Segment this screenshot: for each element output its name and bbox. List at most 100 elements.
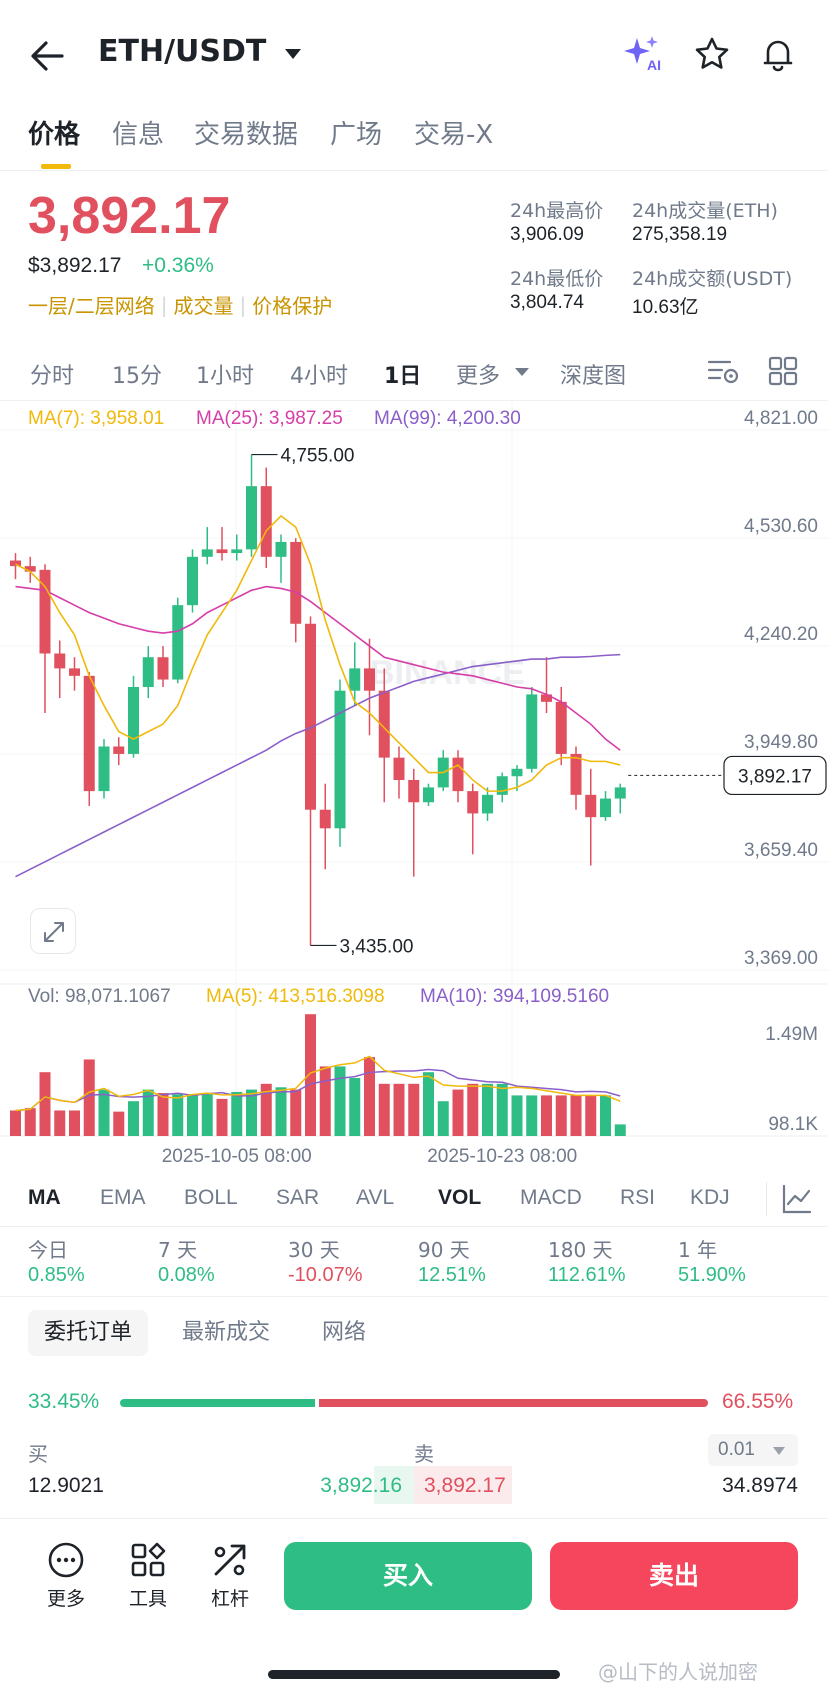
candle-body <box>349 668 361 691</box>
volume-usdt-value: 10.63亿 <box>632 297 699 318</box>
candle <box>275 534 287 583</box>
volume-bar <box>526 1095 538 1136</box>
tag-layer-network[interactable]: 一层/二层网络 <box>28 294 155 318</box>
candle <box>98 739 110 799</box>
indicator-ema[interactable]: EMA <box>100 1186 146 1209</box>
grid-layout-icon[interactable] <box>768 356 798 386</box>
perf-label-7d: 7 天 <box>158 1238 198 1262</box>
ai-sparkle-icon[interactable]: AI <box>622 34 666 74</box>
tag-price-protection[interactable]: 价格保护 <box>252 294 333 318</box>
candles <box>10 454 626 946</box>
tab-info[interactable]: 信息 <box>112 120 165 150</box>
volume-bar <box>585 1095 597 1136</box>
high-value: 3,906.09 <box>510 224 584 245</box>
tab-latest-trades[interactable]: 最新成交 <box>182 1320 271 1345</box>
perf-label-today: 今日 <box>28 1238 68 1262</box>
ask-quantity: 34.8974 <box>722 1474 798 1497</box>
indicator-boll[interactable]: BOLL <box>184 1186 238 1209</box>
volume-usdt-label: 24h成交额(USDT) <box>632 268 793 290</box>
tab-trade-x[interactable]: 交易-X <box>414 120 494 150</box>
sell-button[interactable]: 卖出 <box>550 1542 798 1610</box>
tab-trading-data[interactable]: 交易数据 <box>194 120 299 150</box>
volume-bar <box>113 1111 125 1136</box>
indicator-chart-icon[interactable] <box>780 1182 814 1216</box>
back-arrow-icon[interactable] <box>28 38 68 74</box>
candle <box>201 527 213 565</box>
more-label[interactable]: 更多 <box>46 1588 85 1610</box>
indicator-vol[interactable]: VOL <box>438 1186 482 1209</box>
volume-ma5-legend: MA(5): 413,516.3098 <box>206 986 385 1007</box>
candle-body <box>319 809 331 829</box>
indicator-ma[interactable]: MA <box>28 1186 61 1209</box>
ma25-legend: MA(25): 3,987.25 <box>196 408 343 429</box>
order-book-row[interactable]: 12.9021 3,892.16 3,892.17 34.8974 <box>0 1466 828 1504</box>
volume-bar <box>290 1089 302 1136</box>
price-tags: 一层/二层网络 | 成交量 | 价格保护 <box>28 290 332 319</box>
volume-bar <box>408 1083 420 1136</box>
ask-price: 3,892.17 <box>424 1474 506 1497</box>
more-dots-icon[interactable] <box>46 1540 86 1580</box>
interval-4h[interactable]: 4小时 <box>290 364 348 389</box>
candle <box>69 657 80 691</box>
volume-bar <box>187 1094 198 1136</box>
tools-icon[interactable] <box>128 1540 168 1580</box>
caret-down-icon[interactable] <box>514 366 530 378</box>
caret-down-icon[interactable] <box>282 44 304 64</box>
tag-volume[interactable]: 成交量 <box>173 294 234 318</box>
volume-bar <box>128 1101 139 1136</box>
tab-square[interactable]: 广场 <box>330 120 383 150</box>
bid-depth-bar <box>374 1466 414 1504</box>
home-indicator[interactable] <box>268 1670 560 1679</box>
indicator-macd[interactable]: MACD <box>520 1186 582 1209</box>
watermark: @山下的人说加密 <box>598 1660 758 1684</box>
interval-1h[interactable]: 1小时 <box>196 364 254 389</box>
volume-bar <box>69 1110 80 1136</box>
volume-eth-value: 275,358.19 <box>632 224 728 245</box>
tools-label[interactable]: 工具 <box>128 1588 167 1610</box>
interval-more[interactable]: 更多 <box>456 364 501 389</box>
volume-bar <box>467 1083 479 1136</box>
active-tab-indicator <box>41 164 71 169</box>
candle <box>393 746 405 799</box>
interval-depth-chart[interactable]: 深度图 <box>560 364 627 389</box>
perf-label-180d: 180 天 <box>548 1238 613 1262</box>
buy-ratio-bar <box>120 1399 315 1407</box>
ma-lines <box>15 514 621 878</box>
volume-ma10-line <box>15 1068 621 1112</box>
perf-value-30d: -10.07% <box>288 1264 363 1286</box>
top-bar: ETH/USDT AI <box>0 20 828 90</box>
tab-network[interactable]: 网络 <box>322 1320 367 1345</box>
expand-chart-button[interactable] <box>30 908 76 954</box>
candle <box>364 638 375 736</box>
perf-value-90d: 12.51% <box>418 1264 486 1286</box>
bell-icon[interactable] <box>760 36 796 72</box>
volume-bar <box>319 1066 331 1136</box>
volume-bar <box>231 1091 243 1136</box>
volume-bar <box>157 1093 169 1136</box>
volume-bar <box>378 1083 390 1136</box>
precision-select[interactable]: 0.01 <box>708 1434 798 1466</box>
candlestick-chart[interactable]: BINANCE 4,821.004,530.604,240.203,949.80… <box>0 400 828 1170</box>
indicator-sar[interactable]: SAR <box>276 1186 320 1209</box>
price-tick-label: 3,369.00 <box>744 948 818 969</box>
interval-time-share[interactable]: 分时 <box>30 364 75 389</box>
bid-price: 3,892.16 <box>320 1474 402 1497</box>
interval-1d[interactable]: 1日 <box>384 364 422 389</box>
leverage-icon[interactable] <box>210 1540 250 1580</box>
candle-body <box>408 779 420 803</box>
indicator-avl[interactable]: AVL <box>356 1186 395 1209</box>
buy-button[interactable]: 买入 <box>284 1542 532 1610</box>
tab-price[interactable]: 价格 <box>28 120 81 150</box>
leverage-label[interactable]: 杠杆 <box>210 1588 249 1610</box>
last-price-label: 3,892.17 <box>738 766 812 787</box>
candle <box>349 642 361 706</box>
volume-bar <box>496 1083 508 1136</box>
pair-title[interactable]: ETH/USDT <box>98 34 267 69</box>
interval-15m[interactable]: 15分 <box>112 364 162 389</box>
chart-settings-icon[interactable] <box>706 356 740 386</box>
indicator-rsi[interactable]: RSI <box>620 1186 656 1209</box>
tab-order-book[interactable]: 委托订单 <box>28 1310 149 1356</box>
indicator-kdj[interactable]: KDJ <box>690 1186 730 1209</box>
volume-bar <box>452 1089 464 1136</box>
star-icon[interactable] <box>694 36 730 72</box>
